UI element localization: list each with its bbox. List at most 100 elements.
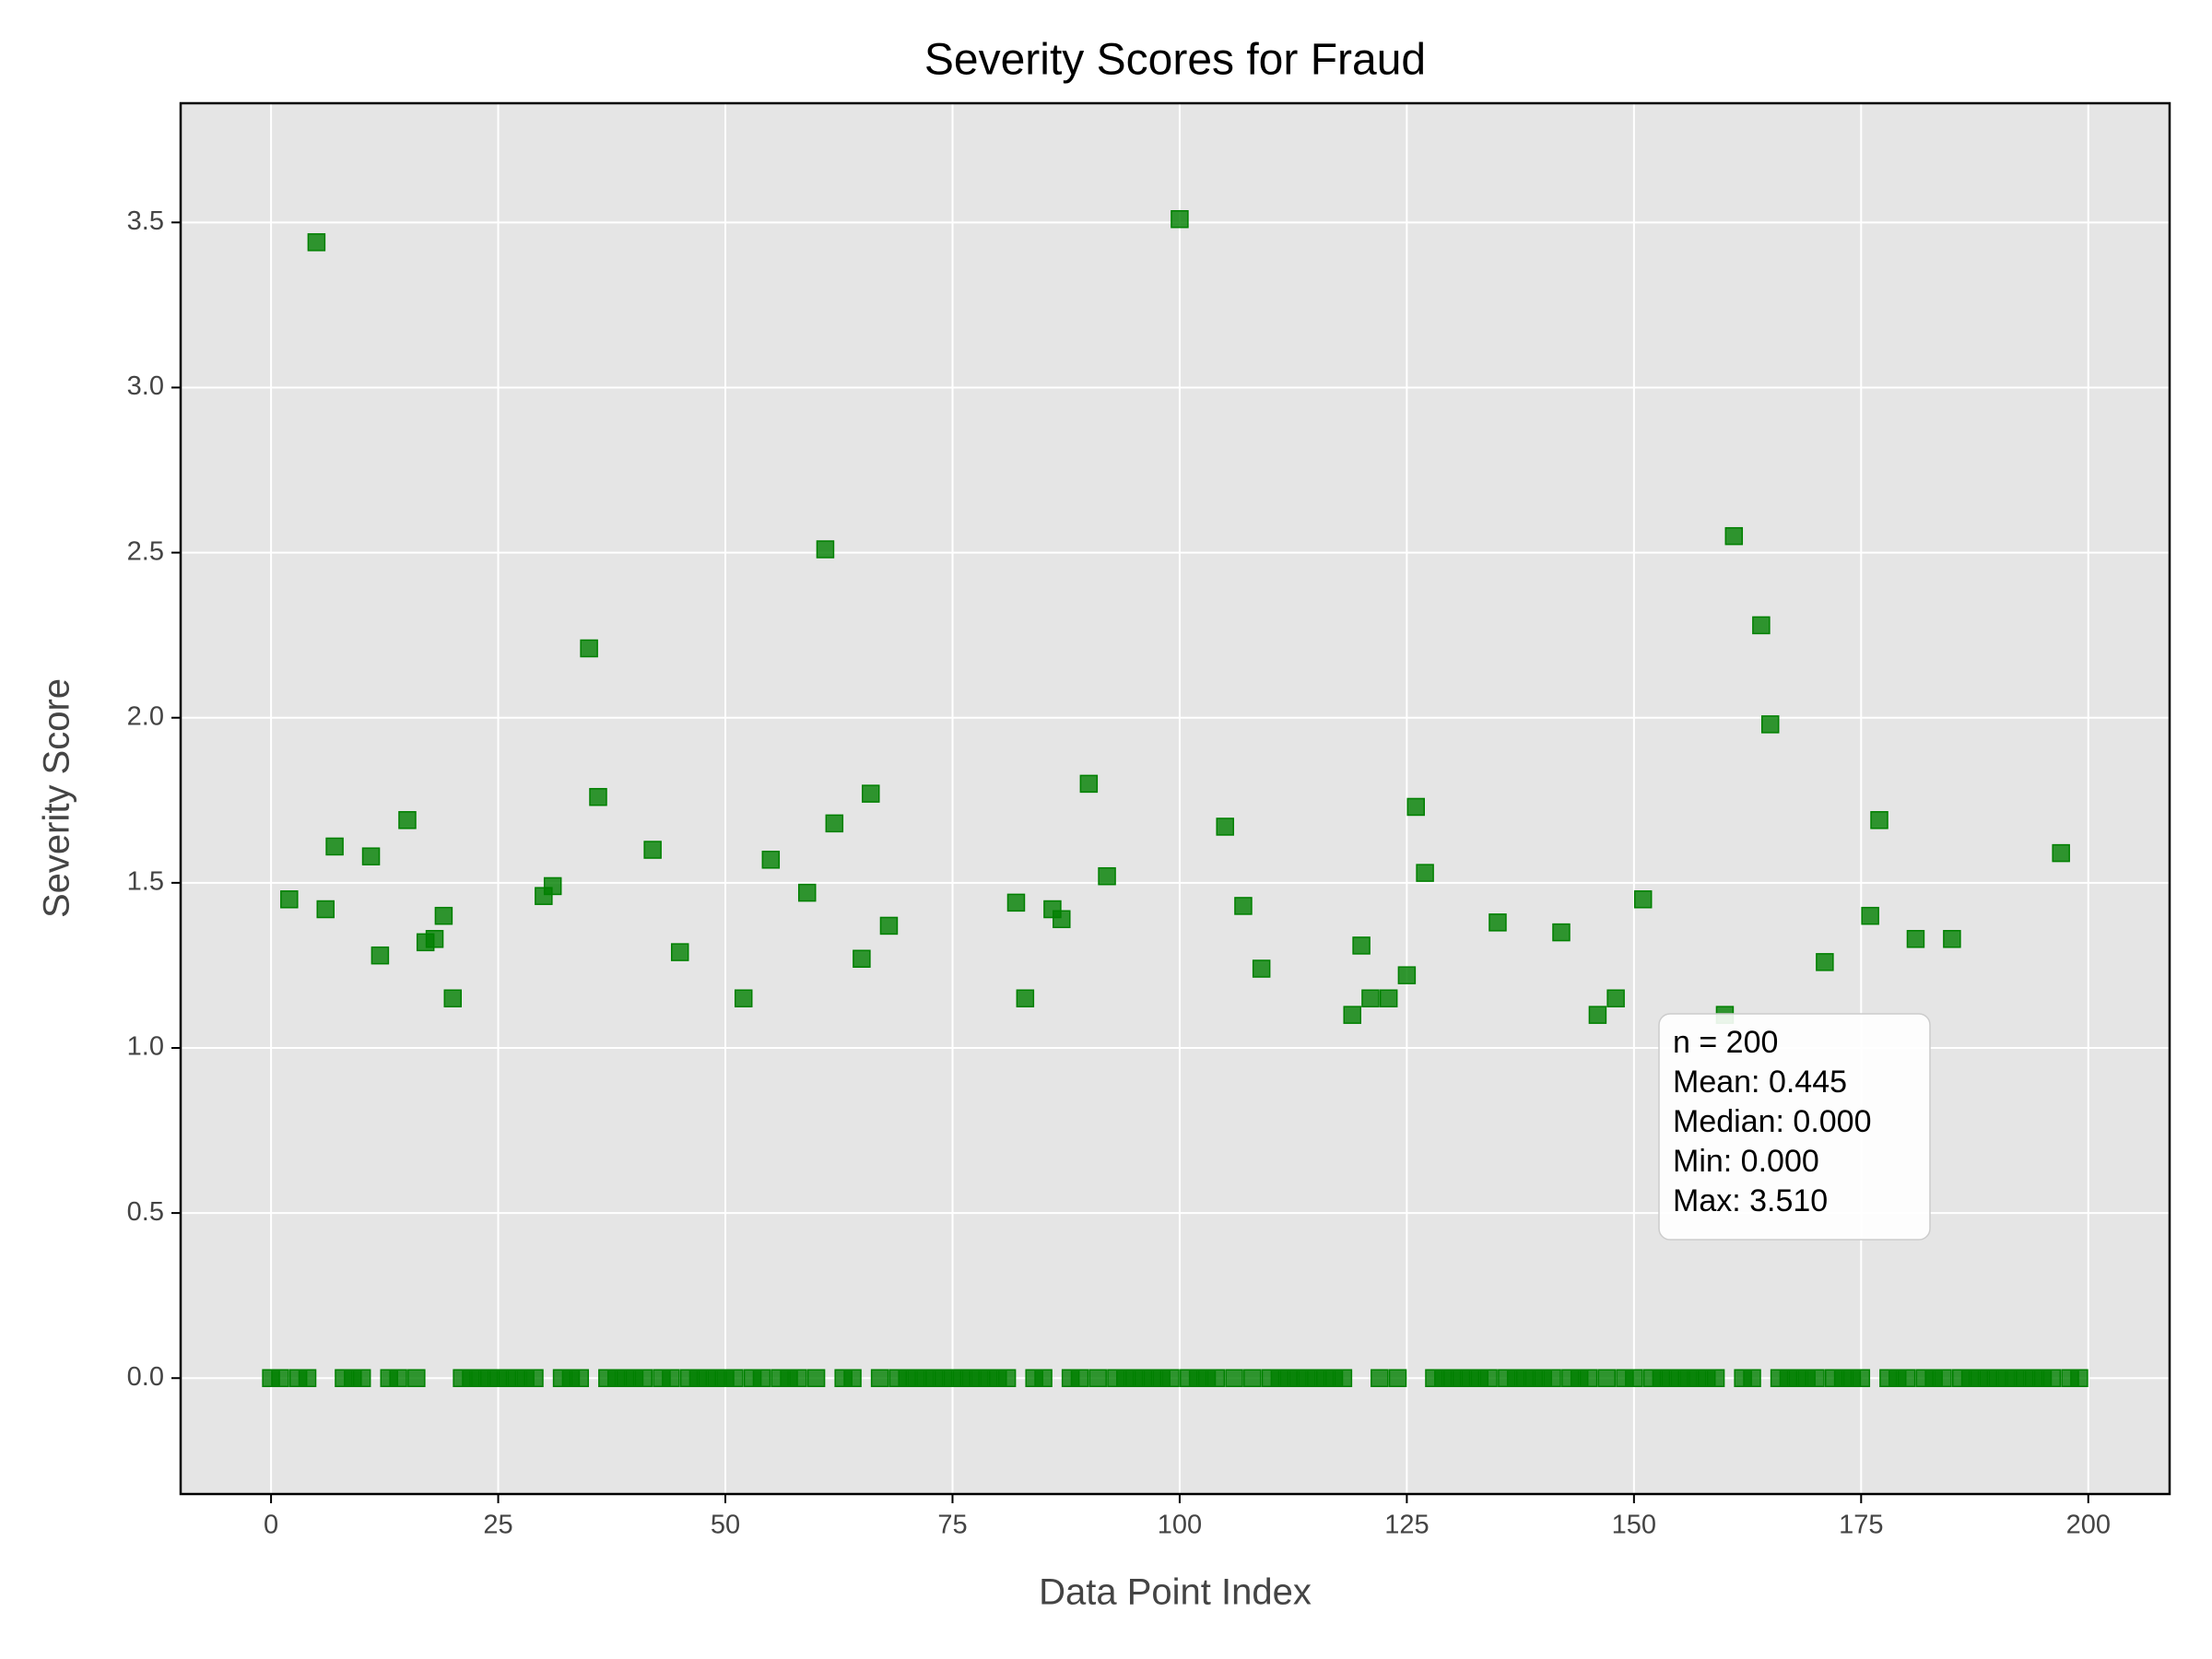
point (298, 1369, 317, 1387)
point (634, 1369, 653, 1387)
x-tick-label: 125 (1384, 1511, 1429, 1540)
point (1397, 966, 1417, 984)
y-axis-label: Severity Score (37, 678, 77, 918)
point (752, 1369, 771, 1387)
point (589, 787, 607, 806)
x-tick-label: 200 (2066, 1511, 2111, 1540)
y-tick-label: 3.5 (127, 206, 164, 236)
y-tick-label: 1.0 (127, 1032, 164, 1062)
point (1760, 715, 1780, 734)
x-tick-label: 100 (1158, 1511, 1202, 1540)
x-tick-label: 25 (483, 1511, 512, 1540)
point (1852, 1369, 1871, 1387)
stats-line: Median: 0.000 (1673, 1104, 1872, 1139)
point (1098, 866, 1116, 886)
point (398, 811, 417, 830)
point (2042, 1369, 2062, 1387)
point (1588, 1006, 1607, 1024)
point (571, 1369, 590, 1387)
point (1706, 1369, 1725, 1387)
point (316, 900, 335, 919)
point (761, 851, 781, 869)
point (389, 1369, 407, 1387)
point (1171, 210, 1189, 229)
point (1225, 1369, 1243, 1387)
point (825, 814, 844, 833)
point (407, 1369, 426, 1387)
point (543, 877, 562, 896)
point (271, 1369, 289, 1387)
point (1488, 913, 1507, 932)
point (997, 1369, 1017, 1387)
stats-line: Mean: 0.445 (1673, 1065, 1847, 1100)
point (1206, 1369, 1226, 1387)
point (1216, 818, 1234, 836)
marks (262, 210, 2088, 1387)
y-tick-label: 1.5 (127, 867, 164, 897)
point (1552, 923, 1571, 942)
x-tick-label: 50 (711, 1511, 740, 1540)
point (1079, 774, 1099, 794)
point (816, 540, 835, 559)
point (1371, 1369, 1389, 1387)
point (1388, 1369, 1407, 1387)
point (1088, 1369, 1107, 1387)
point (1943, 930, 1961, 948)
point (1752, 616, 1771, 635)
point (1234, 897, 1253, 915)
point (1633, 890, 1653, 909)
point (1243, 1369, 1262, 1387)
point (662, 1369, 680, 1387)
point (806, 1369, 826, 1387)
point (525, 1369, 544, 1387)
y-tick-label: 0.0 (127, 1362, 164, 1392)
point (1724, 526, 1744, 546)
point (352, 1369, 371, 1387)
x-tick-label: 150 (1612, 1511, 1656, 1540)
point (580, 639, 598, 658)
y-tick-label: 2.0 (127, 701, 164, 731)
point (443, 989, 463, 1007)
stats-line: n = 200 (1673, 1025, 1778, 1060)
point (425, 930, 444, 948)
point (280, 890, 299, 909)
plot-frame (179, 101, 2171, 1496)
point (879, 916, 899, 935)
stats-box (1658, 1013, 1931, 1241)
point (2070, 1369, 2088, 1387)
point (1897, 1369, 1916, 1387)
point (1597, 1369, 1617, 1387)
point (1034, 1369, 1053, 1387)
point (870, 1369, 889, 1387)
point (1579, 1369, 1598, 1387)
stats-text: n = 200 Mean: 0.445 Median: 0.000 Min: 0.00… (1673, 1025, 1872, 1218)
point (1816, 953, 1834, 971)
point (1861, 906, 1879, 925)
point (1334, 1369, 1353, 1387)
point (1870, 811, 1888, 830)
x-tick-label: 75 (937, 1511, 967, 1540)
point (1806, 1369, 1825, 1387)
y-tick-label: 2.5 (127, 536, 164, 566)
point (1161, 1369, 1180, 1387)
point (1625, 1369, 1643, 1387)
point (1016, 989, 1035, 1007)
point (789, 1369, 807, 1387)
point (1361, 989, 1380, 1007)
point (434, 906, 453, 925)
point (1053, 910, 1071, 929)
point (1606, 989, 1625, 1007)
point (643, 841, 662, 859)
point (1343, 1006, 1361, 1024)
x-axis-label: Data Point Index (1039, 1572, 1312, 1613)
point (797, 883, 817, 902)
point (1352, 936, 1371, 955)
point (1416, 864, 1434, 882)
point (725, 1369, 744, 1387)
point (670, 943, 689, 961)
point (361, 847, 381, 865)
point (325, 837, 344, 856)
point (843, 1369, 862, 1387)
point (1743, 1369, 1761, 1387)
